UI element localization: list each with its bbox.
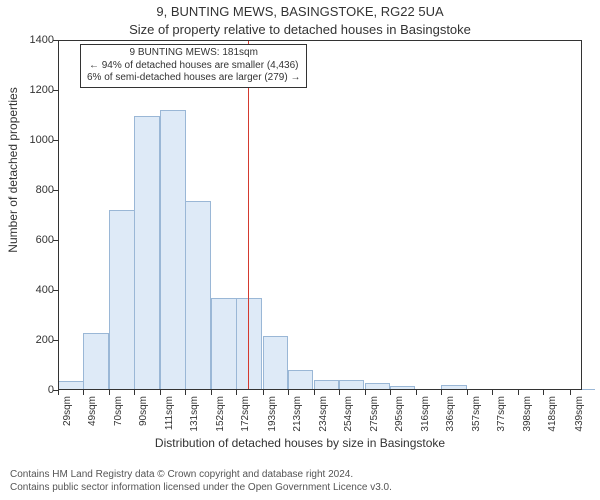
y-tick-labels: 0200400600800100012001400 [0,40,54,390]
x-tick-label: 70sqm [113,396,124,426]
x-tick-label: 316sqm [420,396,431,432]
x-tick-label: 398sqm [522,396,533,432]
annotation-line-1: 9 BUNTING MEWS: 181sqm [87,47,300,60]
x-tick-label: 295sqm [394,396,405,432]
x-tick-label: 131sqm [189,396,200,432]
x-tick-labels: 29sqm 49sqm 70sqm 90sqm 111sqm 131sqm 152sqm 17… [58,392,582,436]
y-tick-label: 0 [48,384,54,396]
y-tick-label: 600 [36,234,54,246]
x-tick-label: 439sqm [574,396,585,432]
y-tick-label: 200 [36,334,54,346]
annotation-box: 9 BUNTING MEWS: 181sqm ← 94% of detached… [80,44,307,88]
plot-area: 9 BUNTING MEWS: 181sqm ← 94% of detached… [58,40,582,390]
x-tick-label: 193sqm [267,396,278,432]
x-tick-label: 254sqm [343,396,354,432]
y-tick-label: 1200 [30,84,54,96]
x-tick-label: 336sqm [445,396,456,432]
x-tick-label: 90sqm [138,396,149,426]
x-tick-label: 418sqm [547,396,558,432]
footer-line-1: Contains HM Land Registry data © Crown c… [10,469,392,482]
chart-title-line2: Size of property relative to detached ho… [0,22,600,37]
x-axis-label: Distribution of detached houses by size … [0,436,600,450]
annotation-line-2: ← 94% of detached houses are smaller (4,… [87,60,300,73]
footer-attribution: Contains HM Land Registry data © Crown c… [10,469,392,494]
x-tick-label: 357sqm [471,396,482,432]
y-tick-label: 400 [36,284,54,296]
page: 9, BUNTING MEWS, BASINGSTOKE, RG22 5UA S… [0,0,600,500]
x-tick-label: 29sqm [62,396,73,426]
x-tick-label: 111sqm [164,396,175,430]
x-tick-label: 49sqm [87,396,98,426]
x-tick-label: 377sqm [496,396,507,432]
chart-title-line1: 9, BUNTING MEWS, BASINGSTOKE, RG22 5UA [0,4,600,19]
x-tick-label: 275sqm [369,396,380,432]
annotation-line-3: 6% of semi-detached houses are larger (2… [87,72,300,85]
x-tick-label: 152sqm [215,396,226,432]
x-tick-label: 213sqm [292,396,303,432]
x-tick-label: 234sqm [318,396,329,432]
footer-line-2: Contains public sector information licen… [10,482,392,495]
y-tick-label: 1400 [30,34,54,46]
x-tick-label: 172sqm [240,396,251,432]
y-tick-label: 1000 [30,134,54,146]
plot-frame [58,40,582,390]
y-tick-label: 800 [36,184,54,196]
